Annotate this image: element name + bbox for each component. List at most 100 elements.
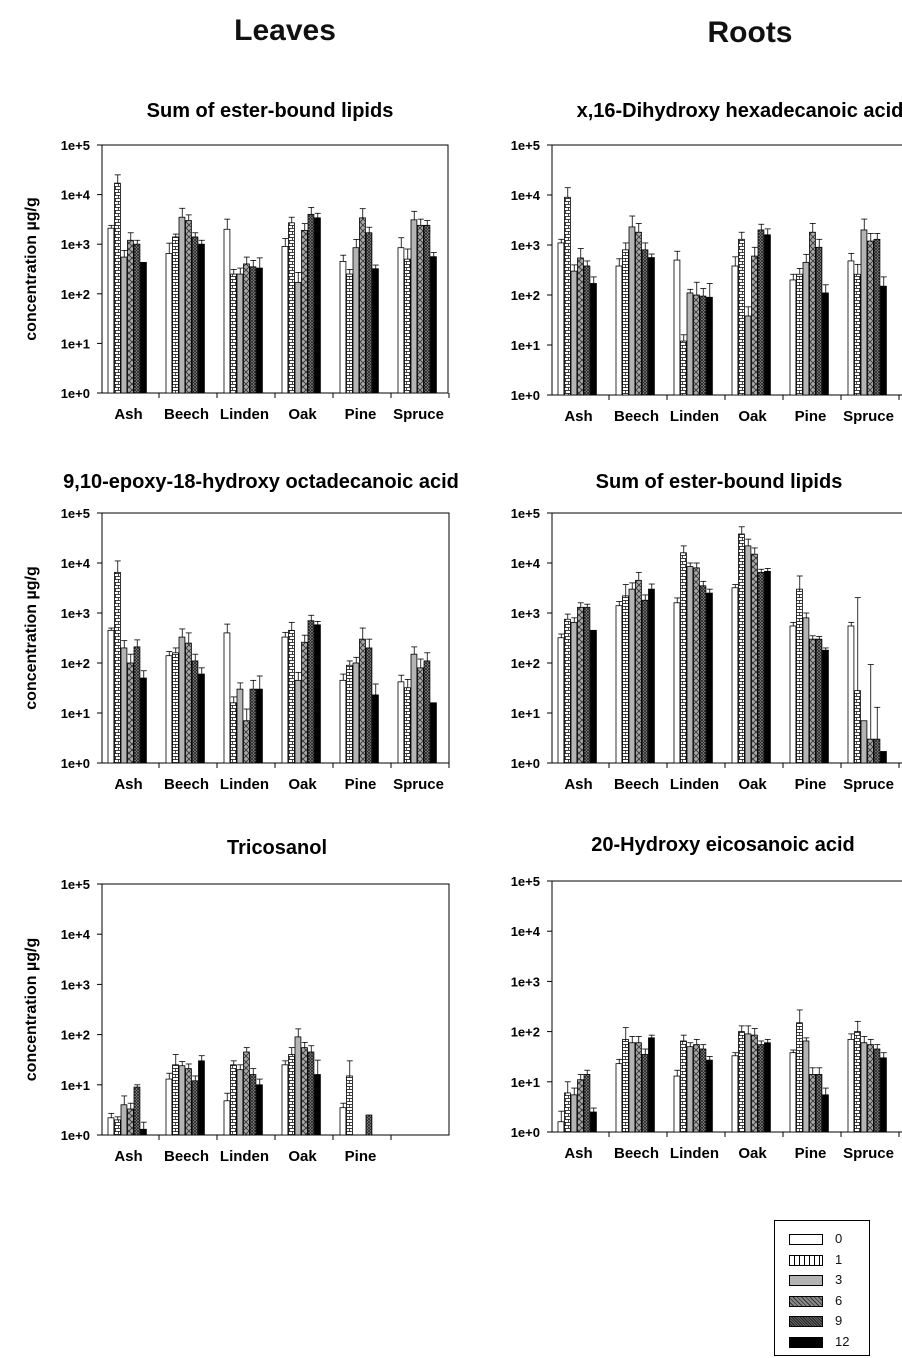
bar-series-1-spruce xyxy=(404,687,411,764)
bar-series-9-spruce xyxy=(873,738,881,764)
bar-series-6-ash xyxy=(127,662,134,764)
column-title-leaves: Leaves xyxy=(234,14,336,47)
bar-series-12-linden xyxy=(706,1059,713,1133)
bar-series-0-linden xyxy=(673,259,681,396)
bar-series-9-spruce xyxy=(423,224,431,394)
bar-series-9-ash xyxy=(133,646,141,764)
chart-title: Sum of ester-bound lipids xyxy=(596,471,843,493)
bar-series-12-oak xyxy=(764,234,771,396)
bar-series-3-oak xyxy=(294,1036,302,1136)
bar-series-9-beech xyxy=(641,249,649,396)
bar-series-3-spruce xyxy=(410,653,418,764)
bar-series-6-ash xyxy=(127,1108,134,1136)
legend-swatch xyxy=(789,1234,823,1245)
legend-label: 9 xyxy=(835,1313,843,1328)
bar-series-0-linden xyxy=(673,1075,681,1133)
x-tick-label: Pine xyxy=(795,1145,827,1162)
bar-series-3-linden xyxy=(236,688,244,764)
bar-series-6-beech xyxy=(635,579,642,764)
bar-series-9-pine xyxy=(815,1074,823,1133)
bar-series-1-oak xyxy=(288,629,295,764)
x-tick-label: Linden xyxy=(220,1148,269,1165)
bar-series-3-beech xyxy=(628,588,636,764)
bar-series-6-linden xyxy=(693,1044,700,1133)
bar-series-9-linden xyxy=(699,295,707,396)
bar-series-0-beech xyxy=(165,1078,173,1136)
legend-swatch xyxy=(789,1316,823,1327)
x-tick-label: Spruce xyxy=(843,776,894,793)
y-tick-label: 1e+3 xyxy=(61,606,90,621)
bar-series-9-beech xyxy=(191,660,199,764)
bar-series-6-linden xyxy=(243,720,250,764)
x-tick-label: Spruce xyxy=(843,408,894,425)
y-tick-label: 1e+2 xyxy=(61,1028,90,1043)
plot-frame xyxy=(101,144,449,394)
bar-series-0-spruce xyxy=(847,1038,855,1133)
x-tick-label: Ash xyxy=(114,1148,142,1165)
bar-series-6-oak xyxy=(301,641,308,764)
bar-series-1-linden xyxy=(230,273,237,394)
bar-series-6-ash xyxy=(127,239,134,394)
bar-series-6-pine xyxy=(809,1074,816,1133)
bar-series-12-ash xyxy=(140,677,147,764)
x-tick-label: Ash xyxy=(114,406,142,423)
bar-series-0-ash xyxy=(107,227,115,394)
bar-series-12-oak xyxy=(314,217,321,394)
bar-series-3-oak xyxy=(744,545,752,764)
bar-series-6-spruce xyxy=(867,1044,874,1133)
bar-series-1-spruce xyxy=(854,690,861,764)
x-tick-label: Ash xyxy=(114,776,142,793)
bar-series-6-oak xyxy=(301,1047,308,1136)
x-tick-label: Oak xyxy=(738,776,767,793)
bar-series-1-beech xyxy=(172,652,179,764)
bar-series-0-linden xyxy=(223,632,231,764)
bar-series-12-spruce xyxy=(880,751,887,764)
bar-series-0-oak xyxy=(281,636,289,764)
bar-series-12-pine xyxy=(822,649,829,764)
bar-series-3-oak xyxy=(744,315,752,396)
bar-series-12-beech xyxy=(648,588,655,764)
bar-series-1-beech xyxy=(622,249,629,396)
bar-series-3-ash xyxy=(120,647,128,764)
bar-series-3-beech xyxy=(628,1042,636,1133)
bar-series-6-beech xyxy=(185,642,192,764)
bar-series-9-spruce xyxy=(423,660,431,764)
x-tick-label: Spruce xyxy=(393,776,444,793)
bar-series-0-oak xyxy=(731,587,739,764)
y-tick-label: 1e+1 xyxy=(61,706,90,721)
plot-frame xyxy=(101,883,450,1136)
legend-label: 6 xyxy=(835,1292,843,1308)
y-tick-label: 1e+4 xyxy=(61,927,91,942)
y-tick-label: 1e+1 xyxy=(61,1078,90,1093)
bar-series-0-oak xyxy=(731,1055,739,1133)
bar-series-12-pine xyxy=(822,1094,829,1133)
legend-swatch xyxy=(789,1275,823,1286)
bar-series-3-spruce xyxy=(410,219,418,394)
bar-series-6-linden xyxy=(243,1051,250,1136)
bar-series-9-pine xyxy=(365,647,373,764)
bar-series-3-pine xyxy=(802,1040,810,1133)
bar-series-9-spruce xyxy=(873,1048,881,1133)
bar-series-3-linden xyxy=(686,1046,694,1133)
bar-series-12-pine xyxy=(822,292,829,396)
legend-label: 3 xyxy=(835,1272,843,1287)
y-tick-label: 1e+2 xyxy=(61,656,90,671)
x-tick-label: Beech xyxy=(614,1145,659,1162)
plot-frame xyxy=(101,512,450,764)
x-tick-label: Pine xyxy=(795,408,827,425)
x-tick-label: Oak xyxy=(738,1145,767,1162)
y-tick-label: 1e+5 xyxy=(511,138,540,153)
bar-series-6-linden xyxy=(693,567,700,764)
legend: 0 1 3 6 9 12 xyxy=(774,1220,870,1356)
x-tick-label: Linden xyxy=(220,406,269,423)
y-tick-label: 1e+2 xyxy=(511,656,540,671)
x-tick-label: Beech xyxy=(614,776,659,793)
y-tick-label: 1e+0 xyxy=(61,1128,90,1143)
bar-series-6-oak xyxy=(751,1034,758,1133)
bar-series-6-beech xyxy=(185,1068,192,1136)
y-tick-label: 1e+0 xyxy=(511,388,540,403)
x-tick-label: Oak xyxy=(738,408,767,425)
bar-series-6-ash xyxy=(577,1079,584,1133)
x-tick-label: Oak xyxy=(288,776,317,793)
